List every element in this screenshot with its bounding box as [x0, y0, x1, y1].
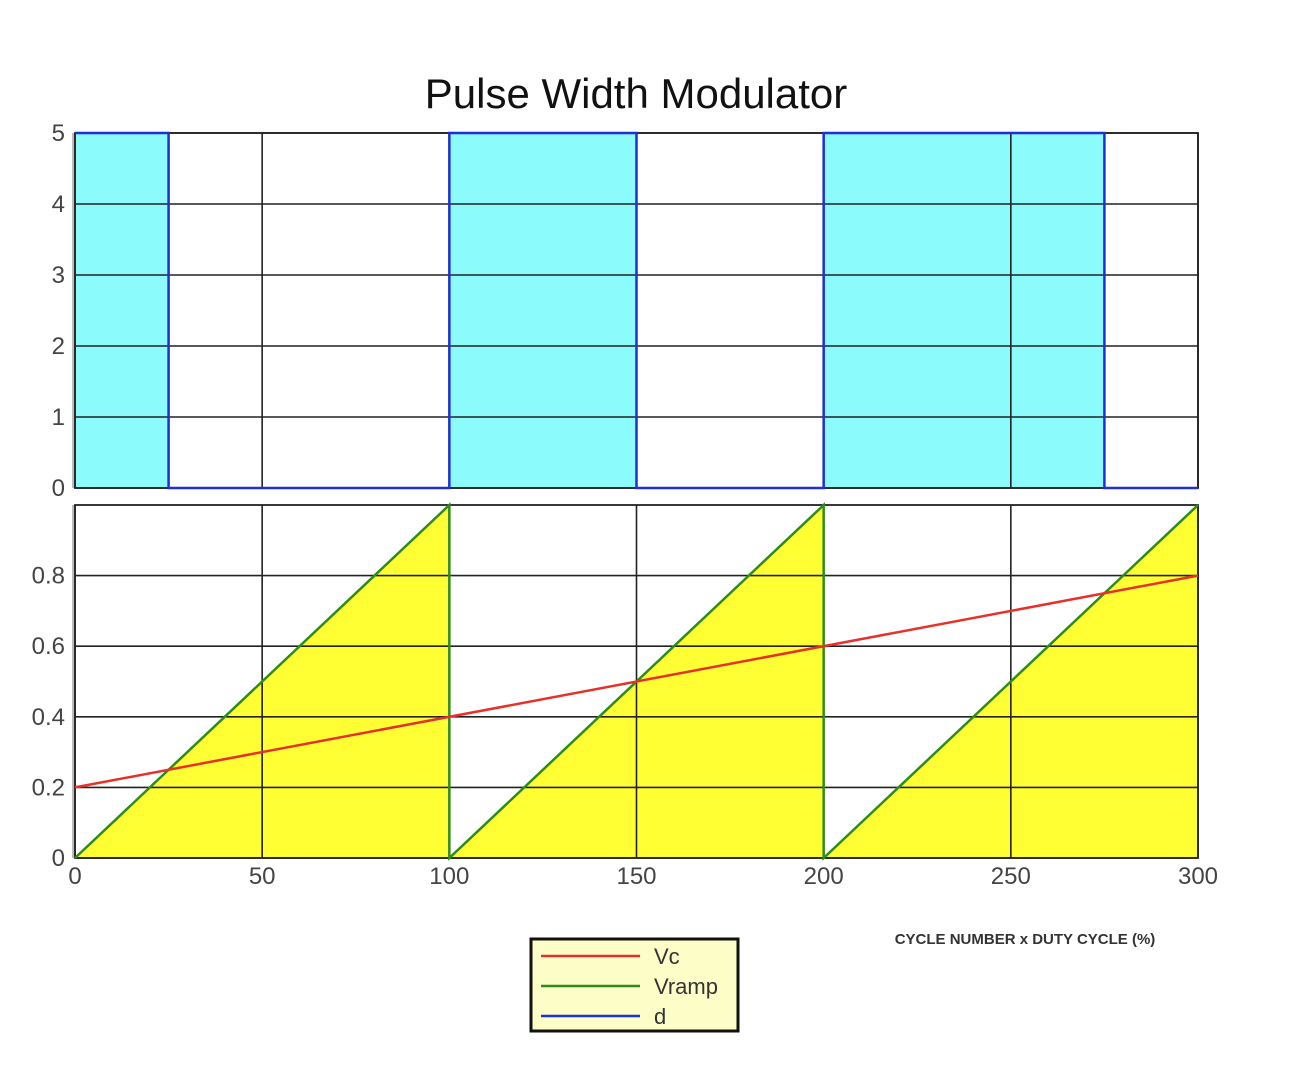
y-tick-label: 3 — [52, 262, 65, 289]
legend: Vc Vramp d — [529, 937, 740, 1033]
x-tick-label: 300 — [1178, 863, 1218, 890]
plot-frame — [74, 504, 1199, 859]
y-tick-label: 5 — [52, 120, 65, 147]
x-tick-label: 50 — [249, 863, 276, 890]
legend-label-vc: Vc — [654, 944, 680, 969]
chart-title: Pulse Width Modulator — [425, 70, 848, 117]
x-axis-label: CYCLE NUMBER x DUTY CYCLE (%) — [895, 931, 1156, 948]
y-tick-label: 0.6 — [32, 633, 65, 660]
series-line-d — [75, 131, 1198, 490]
y-tick-label: 0.2 — [32, 774, 65, 801]
legend-label-vramp: Vramp — [654, 974, 718, 999]
series-line-vc — [74, 574, 1199, 789]
x-tick-label: 100 — [429, 863, 469, 890]
y-tick-label: 0 — [52, 845, 65, 872]
y-tick-label: 1 — [52, 404, 65, 431]
y-tick-label: 0 — [52, 475, 65, 502]
y-tick-label: 0.4 — [32, 704, 65, 731]
x-tick-label: 250 — [991, 863, 1031, 890]
legend-label-d: d — [654, 1004, 666, 1029]
y-tick-label: 2 — [52, 333, 65, 360]
y-tick-label: 0.8 — [32, 563, 65, 590]
top-panel: 0 1 2 3 4 5 — [52, 120, 1199, 502]
x-tick-label: 0 — [68, 863, 81, 890]
x-tick-label: 150 — [616, 863, 656, 890]
bottom-panel: 0 0.2 0.4 0.6 0.8 0 50 100 150 200 250 300 — [32, 502, 1218, 890]
x-tick-label: 200 — [804, 863, 844, 890]
y-tick-label: 4 — [52, 191, 65, 218]
